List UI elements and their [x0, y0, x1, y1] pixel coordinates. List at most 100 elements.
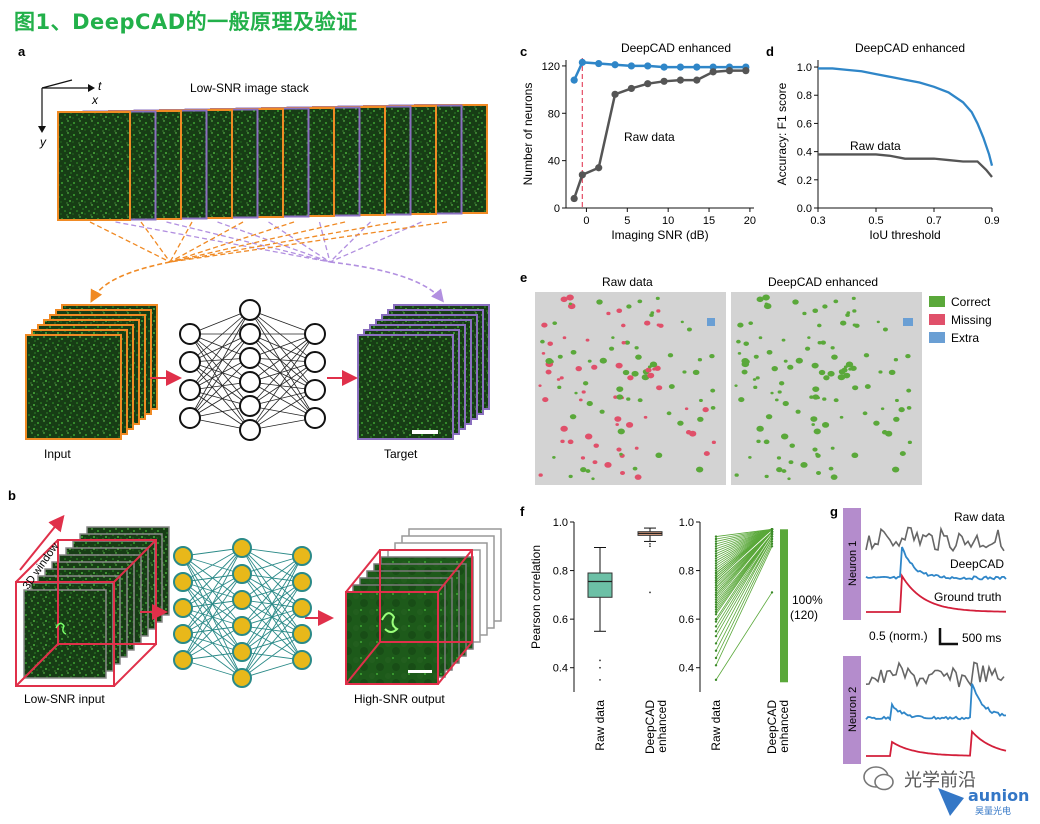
neuron-blob: [905, 353, 911, 359]
net-edge: [241, 547, 303, 557]
neuron2-bar: [843, 656, 861, 764]
x-tick-label: 0: [583, 215, 589, 227]
y-tick-label: 0.2: [797, 175, 812, 187]
pair-point-raw: [714, 579, 718, 582]
window-front: [345, 591, 439, 685]
data-point: [578, 171, 586, 179]
neuron-blob: [830, 446, 835, 450]
low-snr-input-label: Low-SNR input: [24, 692, 105, 706]
neuron-blob: [891, 466, 900, 473]
neuron-blob: [792, 299, 799, 305]
neuron-blob: [656, 309, 661, 313]
neuron-blob: [817, 341, 822, 345]
net-edge: [182, 547, 243, 635]
box: [587, 572, 613, 598]
neuron-blob: [592, 460, 598, 465]
trace-gt-label: Ground truth: [934, 590, 1001, 604]
target-sample-line: [329, 221, 422, 263]
pair-point-raw: [714, 574, 718, 577]
net-edge: [241, 555, 303, 601]
net-node: [292, 624, 312, 644]
pair-point-raw: [714, 625, 718, 628]
neuron-blob: [596, 299, 603, 305]
neuron-blob: [736, 339, 741, 344]
neuron-blob: [848, 367, 852, 371]
improvement-pct: 100%: [792, 593, 823, 607]
window-back: [57, 539, 157, 645]
neuron-blob: [557, 354, 563, 359]
scale-x-label: 500 ms: [962, 631, 1001, 645]
net-edge: [189, 309, 251, 363]
net-node: [239, 419, 261, 441]
net-node: [232, 616, 252, 636]
y-axis-label: Number of neurons: [521, 83, 535, 186]
pair-point-enh: [770, 591, 774, 594]
x-tick-label: 15: [703, 215, 715, 227]
net-node: [232, 642, 252, 662]
data-point: [693, 63, 701, 71]
trace-raw-label: Raw data: [954, 510, 1005, 524]
x-category-label: DeepCAD: [765, 700, 779, 754]
neuron-blob: [560, 296, 568, 303]
legend-extra: Extra: [951, 331, 979, 345]
neuron-blob: [811, 362, 819, 369]
neuron-blob: [787, 477, 791, 481]
pair-point-raw: [714, 583, 718, 587]
neuron-blob: [766, 349, 773, 355]
window-edge: [437, 549, 473, 593]
map-enhanced-title: DeepCAD enhanced: [768, 275, 878, 289]
pair-point-raw: [714, 557, 718, 560]
pair-point-raw: [714, 617, 718, 621]
neuron-blob: [604, 461, 612, 468]
panel-letter-g: g: [830, 504, 838, 519]
neuron-blob: [812, 308, 819, 313]
net-edge: [241, 555, 303, 575]
watermark-text: 光学前沿: [904, 770, 976, 791]
chart-f-pairs: 0.4 0.6 0.8 1.0 100%(120) Raw data DeepCADenha…: [679, 517, 823, 754]
gt-trace-2: [866, 729, 1007, 757]
image-stack: [57, 104, 488, 221]
neuron-blob: [823, 375, 830, 381]
neuron-blob: [616, 308, 623, 313]
neuron-blob: [764, 302, 769, 306]
neuron-blob: [655, 296, 660, 301]
neuron-blob: [813, 428, 821, 435]
neuron-blob: [776, 467, 783, 473]
watermark-brand: aunion: [968, 786, 1030, 805]
neuron-blob: [752, 378, 757, 381]
net-node: [179, 351, 201, 373]
neuron-blob: [575, 366, 582, 372]
x-category-label: DeepCAD: [643, 700, 657, 754]
neuron-blob: [621, 341, 626, 345]
net-edge: [249, 381, 316, 419]
neuron1-bar: [843, 508, 861, 620]
neuron-blob: [898, 407, 905, 413]
net-edge: [249, 309, 316, 363]
data-point: [578, 58, 586, 66]
neuron-blob: [795, 409, 801, 414]
panel-letter-b: b: [8, 488, 16, 503]
data-point: [725, 67, 734, 75]
net-edge: [241, 555, 303, 653]
neuron-blob: [878, 370, 883, 374]
input-sample-line: [169, 221, 397, 263]
neuron-ring: [55, 622, 67, 635]
neuron-blob: [748, 321, 754, 326]
neuron-blob: [815, 452, 819, 456]
neuron-blob: [695, 466, 704, 473]
pair-point-raw: [714, 596, 718, 599]
neuron-blob: [763, 439, 770, 445]
neuron-blob: [738, 397, 745, 403]
data-point: [709, 68, 717, 76]
panel-letter-a: a: [18, 44, 26, 59]
pair-point-enh: [770, 528, 774, 531]
net-edge: [182, 659, 243, 679]
legend-missing: Missing: [951, 313, 992, 327]
neuron-blob: [851, 296, 856, 301]
neuron-blob: [821, 422, 830, 428]
chart-title: DeepCAD enhanced: [621, 41, 731, 55]
neuron-blob: [578, 398, 583, 402]
neuron-blob: [615, 423, 619, 426]
neuron-blob: [710, 406, 716, 410]
pair-point-raw: [714, 569, 718, 572]
